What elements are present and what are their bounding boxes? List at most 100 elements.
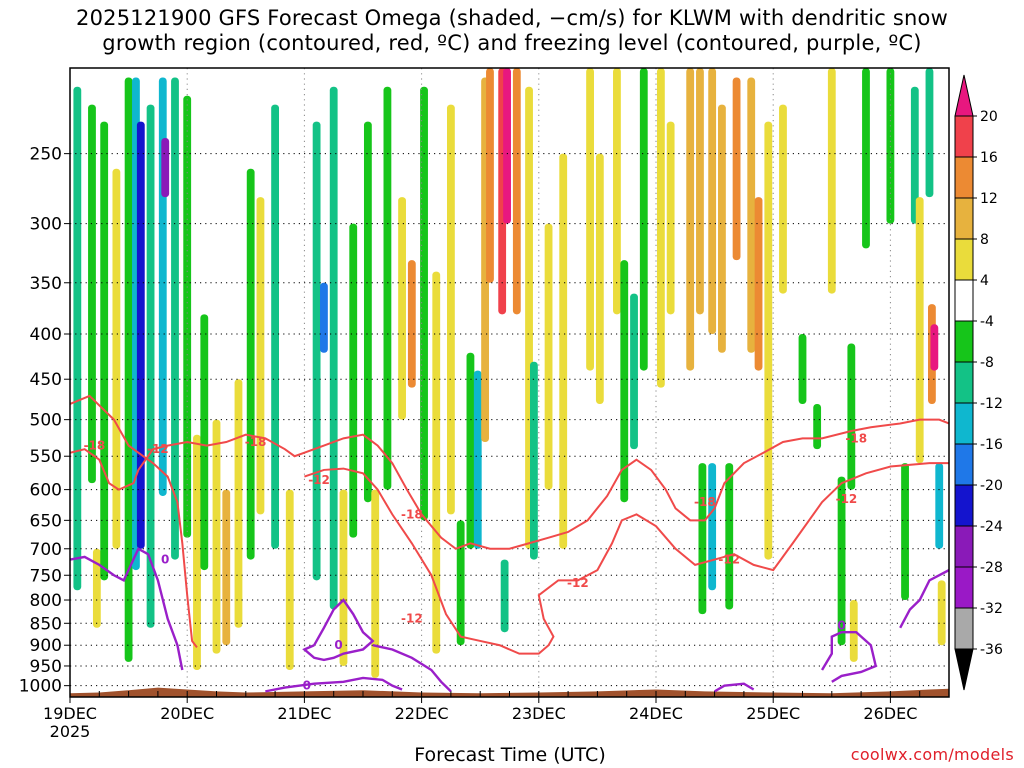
omega-cell-81 [930,324,939,371]
omega-cell-82 [935,463,944,549]
colorbar-label: 8 [980,232,989,248]
omega-cell-23 [320,282,328,353]
contour-label-10: -12 [836,492,858,506]
omega-cell-12 [183,95,192,538]
omega-cell-5 [124,77,133,662]
omega-cell-78 [915,197,924,464]
y-tick-label: 950 [30,657,62,677]
omega-cell-67 [779,104,787,294]
omega-cell-25 [339,489,348,666]
title-line-2: growth region (contoured, red, ºC) and f… [102,31,922,55]
colorbar-swatch [954,238,974,281]
omega-cell-22 [312,121,321,581]
colorbar-swatch [954,525,974,568]
omega-cell-62 [754,197,763,371]
colorbar-label: -28 [980,560,1003,576]
y-axis: 2503003504004505005506006507007508008509… [19,145,70,697]
contour-label-2: -18 [245,435,267,449]
omega-cell-76 [901,463,909,601]
y-tick-label: 500 [30,411,62,431]
contour-label-7: -18 [694,495,716,509]
colorbar: 20 16 12 8 4 -4 -8 -12 -16 -20 -24 -28 -32 -36 [954,74,1003,691]
omega-cell-37 [473,370,482,549]
omega-cell-61 [747,77,756,353]
colorbar-swatch [954,566,974,609]
colorbar-label: -20 [980,478,1003,494]
omega-cell-54 [656,68,665,388]
contours [70,394,949,693]
y-tick-label: 750 [30,566,62,586]
omega-cell-18 [246,168,255,560]
contour-label-9: -18 [845,431,867,445]
omega-cell-31 [407,260,416,388]
omega-cell-75 [886,68,895,224]
omega-cell-15 [212,419,221,654]
omega-cell-29 [383,86,392,490]
x-tick-label: 22DEC [395,704,449,723]
y-tick-label: 300 [30,215,62,235]
colorbar-swatch [954,443,974,486]
title-line-1: 2025121900 GFS Forecast Omega (shaded, −… [76,6,948,30]
omega-cell-8 [146,104,155,628]
colorbar-label: -12 [980,396,1003,412]
omega-shading [73,68,946,678]
colorbar-swatch [954,279,974,322]
omega-cell-56 [686,68,695,371]
omega-cell-20 [271,104,280,549]
y-tick-label: 700 [30,540,62,560]
contour-label-12: 0 [334,638,342,652]
contour-minus12-0 [70,394,198,648]
omega-cell-48 [586,68,594,371]
omega-cell-16 [222,489,231,646]
y-tick-label: 550 [30,447,62,467]
omega-cell-3 [100,121,109,581]
contour-minus12-1 [304,462,949,655]
colorbar-label: -4 [980,314,994,330]
contour-freezing-5 [821,631,878,683]
omega-cell-4 [112,168,121,549]
omega-cell-74 [862,68,870,249]
y-tick-label: 400 [30,325,62,345]
omega-cell-36 [466,352,475,549]
gridlines [69,68,949,697]
colorbar-label: -36 [980,642,1003,658]
omega-cell-83 [937,580,946,646]
y-tick-label: 850 [30,614,62,634]
contour-freezing-2 [302,598,375,662]
omega-cell-69 [813,403,822,450]
x-tick-label: 24DEC [629,704,683,723]
omega-cell-79 [925,68,934,198]
contour-label-13: 0 [303,679,311,693]
omega-cell-24 [329,86,338,610]
colorbar-swatch [954,484,974,527]
omega-cell-34 [446,104,455,515]
y-tick-label: 1000 [19,677,62,697]
omega-cell-41 [503,68,511,224]
x-tick-label: 20DEC [160,704,214,723]
omega-cell-30 [398,197,406,420]
colorbar-bottom-arrow [954,648,974,691]
omega-cell-49 [595,153,604,404]
omega-cell-26 [349,223,358,538]
x-tick-sublabel: 2025 [50,722,91,741]
omega-cell-68 [798,334,807,404]
omega-cell-70 [827,68,836,294]
colorbar-swatch [954,156,974,199]
colorbar-label: 12 [980,191,998,207]
contour-freezing-4 [713,682,755,693]
colorbar-top-arrow [954,74,974,117]
omega-cell-55 [666,121,675,315]
omega-cell-35 [456,520,465,646]
contour-label-1: -12 [147,442,169,456]
omega-cell-39 [486,68,494,283]
omega-cell-53 [639,68,648,371]
colorbar-label: -24 [980,519,1003,535]
contour-label-3: -12 [308,473,330,487]
colorbar-label: 16 [980,150,998,166]
omega-cell-45 [530,361,538,560]
omega-cell-77 [910,86,919,224]
contour-minus18-0 [70,418,949,550]
y-tick-label: 600 [30,481,62,501]
x-tick-label: 25DEC [746,704,800,723]
